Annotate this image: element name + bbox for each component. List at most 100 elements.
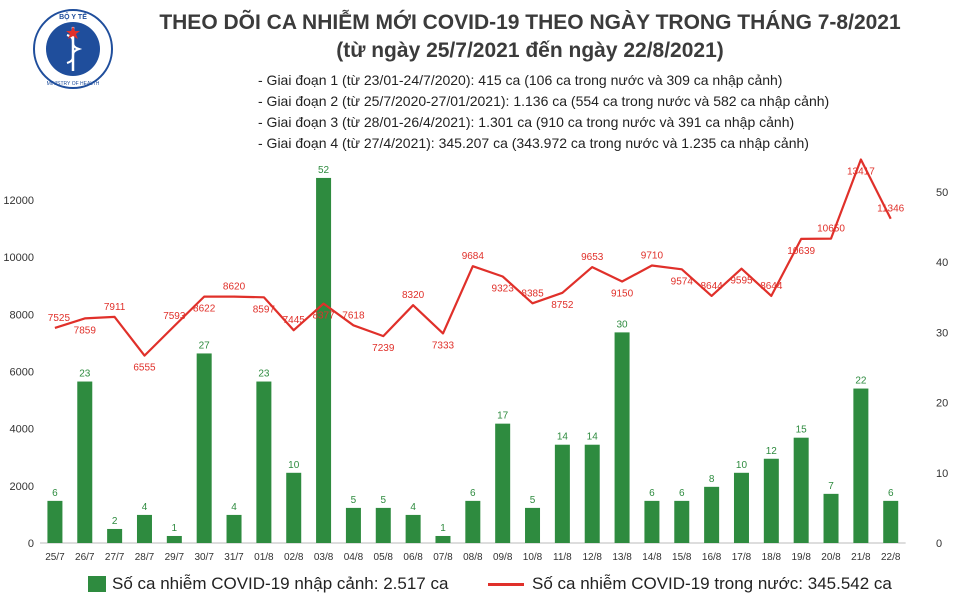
line-value-label: 9653 bbox=[581, 252, 604, 263]
left-tick-label: 8000 bbox=[10, 309, 34, 321]
x-tick-label: 06/8 bbox=[403, 552, 423, 563]
bar-imported bbox=[584, 444, 600, 543]
ministry-of-health-logo: BỘ Y TẾ MINISTRY OF HEALTH bbox=[33, 9, 113, 89]
bar-imported bbox=[47, 500, 63, 543]
x-tick-label: 25/7 bbox=[45, 552, 65, 563]
line-domestic bbox=[54, 158, 892, 357]
bar-imported bbox=[704, 486, 720, 543]
bar-value-label: 14 bbox=[557, 432, 569, 443]
bar-value-label: 6 bbox=[470, 488, 476, 499]
bar-value-label: 6 bbox=[649, 488, 655, 499]
bar-imported bbox=[793, 437, 809, 543]
right-tick-label: 50 bbox=[936, 187, 948, 199]
bar-imported bbox=[763, 458, 779, 543]
bar-value-label: 7 bbox=[828, 481, 834, 492]
phase-summary-list: - Giai đoạn 1 (từ 23/01-24/7/2020): 415 … bbox=[258, 70, 898, 154]
left-tick-label: 4000 bbox=[10, 424, 34, 436]
right-tick-label: 0 bbox=[936, 538, 942, 550]
bar-value-label: 4 bbox=[410, 502, 416, 513]
bar-imported bbox=[644, 500, 660, 543]
chart-title: THEO DÕI CA NHIỄM MỚI COVID-19 THEO NGÀY… bbox=[159, 11, 901, 34]
x-tick-label: 02/8 bbox=[284, 552, 304, 563]
bar-imported bbox=[883, 500, 899, 543]
bar-imported bbox=[226, 514, 242, 543]
bar-value-label: 17 bbox=[497, 411, 509, 422]
x-tick-label: 16/8 bbox=[702, 552, 722, 563]
bar-value-label: 4 bbox=[142, 502, 148, 513]
bar-value-label: 52 bbox=[318, 165, 330, 176]
line-value-label: 10650 bbox=[817, 224, 845, 235]
x-tick-label: 19/8 bbox=[791, 552, 811, 563]
line-value-label: 7445 bbox=[283, 315, 306, 326]
x-tick-label: 22/8 bbox=[881, 552, 901, 563]
line-value-label: 8377 bbox=[312, 311, 335, 322]
x-tick-label: 26/7 bbox=[75, 552, 95, 563]
bar-value-label: 14 bbox=[587, 432, 599, 443]
bar-value-label: 1 bbox=[172, 523, 178, 534]
line-value-label: 9323 bbox=[492, 284, 515, 295]
logo-text-top: BỘ Y TẾ bbox=[59, 11, 87, 21]
bar-imported bbox=[465, 500, 481, 543]
line-value-label: 8597 bbox=[253, 304, 276, 315]
bar-value-label: 1 bbox=[440, 523, 446, 534]
covid-cases-chart: 0 2000 4000 6000 8000 10000 12000 0 10 20 30 40 50 6 2… bbox=[3, 158, 948, 563]
bar-imported bbox=[495, 423, 511, 543]
x-tick-label: 20/8 bbox=[821, 552, 841, 563]
line-value-label: 11346 bbox=[877, 204, 905, 215]
left-tick-label: 0 bbox=[28, 538, 34, 550]
x-tick-label: 15/8 bbox=[672, 552, 692, 563]
bar-imported bbox=[77, 381, 93, 543]
line-value-label: 9574 bbox=[671, 276, 694, 287]
x-tick-label: 28/7 bbox=[135, 552, 155, 563]
bar-value-label: 8 bbox=[709, 474, 715, 485]
bar-value-label: 5 bbox=[530, 495, 536, 506]
bar-imported bbox=[256, 381, 272, 543]
left-tick-label: 6000 bbox=[10, 367, 34, 379]
bar-imported bbox=[674, 500, 690, 543]
line-value-label: 7911 bbox=[104, 302, 126, 313]
bar-imported bbox=[107, 528, 123, 543]
legend-domestic-label: Số ca nhiễm COVID-19 trong nước: 345.542… bbox=[532, 574, 892, 593]
bar-imported bbox=[405, 514, 421, 543]
x-tick-label: 12/8 bbox=[582, 552, 602, 563]
bar-value-label: 22 bbox=[855, 376, 867, 387]
right-tick-label: 20 bbox=[936, 398, 948, 410]
right-tick-label: 10 bbox=[936, 468, 948, 480]
line-value-label: 8385 bbox=[521, 288, 544, 299]
bar-value-label: 23 bbox=[79, 369, 91, 380]
legend-item-domestic: Số ca nhiễm COVID-19 trong nước: 345.542… bbox=[488, 572, 892, 596]
bar-value-label: 12 bbox=[766, 446, 778, 457]
line-value-label: 7593 bbox=[163, 311, 186, 322]
legend-bar-swatch bbox=[88, 576, 106, 592]
bar-value-label: 6 bbox=[679, 488, 685, 499]
x-tick-label: 09/8 bbox=[493, 552, 513, 563]
left-tick-label: 2000 bbox=[10, 481, 34, 493]
x-tick-label: 01/8 bbox=[254, 552, 274, 563]
x-tick-label: 31/7 bbox=[224, 552, 244, 563]
line-value-label: 7618 bbox=[342, 310, 365, 321]
bar-value-label: 10 bbox=[288, 460, 300, 471]
bar-value-label: 15 bbox=[796, 425, 808, 436]
phase-2-summary: - Giai đoạn 2 (từ 25/7/2020-27/01/2021):… bbox=[258, 93, 830, 109]
line-value-label: 7859 bbox=[74, 325, 97, 336]
bar-imported bbox=[166, 535, 182, 543]
line-value-label: 9710 bbox=[641, 250, 664, 261]
line-value-label: 6555 bbox=[133, 363, 156, 374]
bar-value-label: 23 bbox=[258, 369, 270, 380]
bar-imported bbox=[375, 507, 391, 543]
line-value-label: 8644 bbox=[760, 281, 783, 292]
line-value-label: 7525 bbox=[48, 313, 71, 324]
x-tick-label: 29/7 bbox=[165, 552, 185, 563]
bar-imported bbox=[196, 353, 212, 543]
line-value-label: 10639 bbox=[787, 246, 815, 257]
bar-value-label: 5 bbox=[380, 495, 386, 506]
bar-imported bbox=[435, 535, 451, 543]
bar-imported bbox=[853, 388, 869, 543]
bar-imported bbox=[733, 472, 749, 543]
right-tick-label: 40 bbox=[936, 257, 948, 269]
line-value-label: 8320 bbox=[402, 290, 425, 301]
bar-imported bbox=[345, 507, 361, 543]
bar-value-label: 30 bbox=[617, 319, 629, 330]
x-tick-label: 14/8 bbox=[642, 552, 662, 563]
x-tick-label: 18/8 bbox=[762, 552, 782, 563]
